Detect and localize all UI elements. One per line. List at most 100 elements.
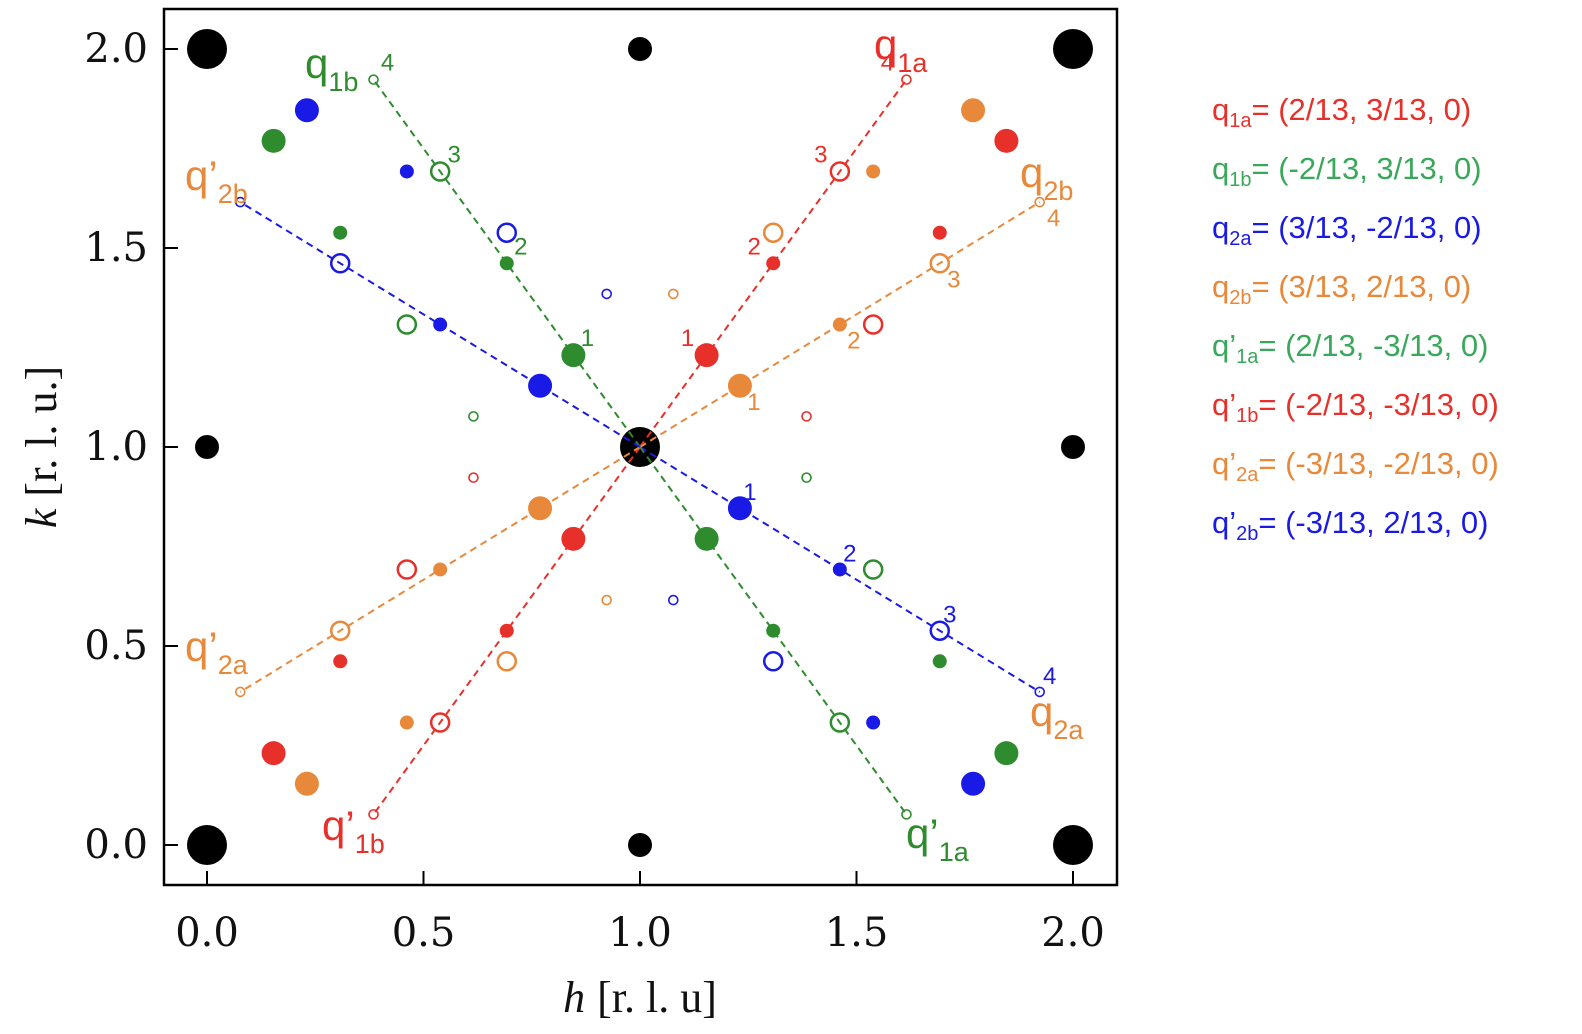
harmonic-number: 2: [514, 233, 527, 260]
bragg-peak: [187, 29, 227, 69]
legend-vector-value: = (-3/13, -2/13, 0): [1258, 446, 1499, 481]
bragg-peak: [1061, 435, 1085, 459]
harmonic-number: 1: [747, 389, 760, 416]
legend-item: q1a= (2/13, 3/13, 0): [1212, 80, 1580, 139]
direction-line: [639, 446, 908, 815]
legend-item: q2b= (3/13, 2/13, 0): [1212, 257, 1580, 316]
harmonic-number: 4: [881, 50, 894, 77]
legend-vector-name: q’: [1212, 387, 1237, 422]
superlattice-peak-4th: [668, 288, 679, 300]
harmonic-number: 2: [748, 233, 761, 260]
x-tick-label: 2.0: [1041, 910, 1105, 956]
legend-vector-subscript: 1a: [1236, 346, 1259, 368]
superlattice-peak-1st: [994, 741, 1019, 766]
harmonic-number: 1: [681, 325, 694, 352]
superlattice-peak-1st: [528, 373, 553, 398]
vector-label: q’2b: [185, 152, 248, 209]
harmonic-number: 3: [814, 141, 827, 168]
superlattice-peak-4th: [468, 472, 479, 483]
superlattice-peak-4th: [235, 686, 246, 698]
harmonic-number: 1: [743, 479, 756, 506]
legend-vector-value: = (-3/13, 2/13, 0): [1258, 505, 1489, 540]
superlattice-peak-4th: [601, 288, 612, 300]
superlattice-peak-3rd: [429, 712, 451, 733]
superlattice-peak-2nd: [333, 225, 348, 240]
legend-vector-value: = (-2/13, 3/13, 0): [1251, 151, 1482, 186]
legend-item: q’2a= (-3/13, -2/13, 0): [1212, 434, 1580, 493]
superlattice-peak-2nd: [399, 715, 414, 730]
superlattice-peak-1st: [961, 98, 986, 123]
legend-item: q’2b= (-3/13, 2/13, 0): [1212, 493, 1580, 552]
bragg-peak: [187, 825, 227, 865]
superlattice-peak-1st: [261, 741, 286, 766]
legend-vector-name: q: [1212, 151, 1230, 186]
superlattice-peak-3rd: [496, 222, 518, 243]
legend-item: q’1b= (-2/13, -3/13, 0): [1212, 375, 1580, 434]
superlattice-peak-2nd: [866, 164, 881, 179]
superlattice-peak-2nd: [766, 623, 781, 638]
superlattice-peak-2nd: [932, 225, 947, 240]
superlattice-peak-2nd: [766, 256, 781, 271]
bragg-peak: [628, 833, 652, 857]
harmonic-number: 3: [447, 141, 460, 168]
y-tick-label: 1.5: [84, 225, 148, 271]
legend-vector-subscript: 1a: [1229, 110, 1252, 132]
superlattice-peak-4th: [668, 594, 679, 606]
bragg-peak: [195, 435, 219, 459]
superlattice-peak-3rd: [762, 651, 784, 672]
vector-label: q1a: [874, 21, 928, 78]
legend-vector-value: = (3/13, 2/13, 0): [1251, 269, 1472, 304]
harmonic-number: 3: [943, 602, 956, 629]
direction-line: [239, 446, 641, 693]
y-tick-label: 1.0: [84, 424, 148, 470]
superlattice-peak-3rd: [862, 314, 884, 335]
superlattice-peak-3rd: [929, 253, 951, 274]
vector-label: q’2a: [185, 623, 249, 680]
superlattice-peak-3rd: [329, 620, 351, 641]
y-tick-label: 0.5: [84, 623, 148, 669]
vector-label: q1b: [305, 40, 358, 97]
superlattice-peak-3rd: [496, 651, 518, 672]
harmonic-number: 2: [847, 328, 860, 355]
superlattice-peak-2nd: [866, 715, 881, 730]
legend-vector-subscript: 2a: [1236, 464, 1259, 486]
y-tick-label: 2.0: [84, 26, 148, 72]
legend-vector-value: = (2/13, -3/13, 0): [1258, 328, 1489, 363]
direction-line: [239, 201, 641, 448]
direction-line: [372, 446, 641, 815]
x-tick-label: 0.0: [175, 910, 239, 956]
harmonic-number: 1: [581, 325, 594, 352]
superlattice-peak-3rd: [829, 712, 851, 733]
legend-vector-name: q’: [1212, 446, 1237, 481]
superlattice-peak-1st: [727, 373, 752, 398]
bragg-peak: [628, 37, 652, 61]
legend-vector-subscript: 2a: [1229, 228, 1252, 250]
superlattice-peak-1st: [294, 771, 319, 796]
superlattice-peak-4th: [901, 809, 912, 820]
legend-vector-subscript: 1b: [1236, 405, 1259, 427]
vector-label: q’1a: [906, 810, 970, 867]
superlattice-peak-1st: [261, 128, 286, 153]
superlattice-peak-4th: [801, 472, 812, 483]
vector-label: q2a: [1030, 688, 1084, 745]
legend-vector-value: = (2/13, 3/13, 0): [1251, 92, 1472, 127]
harmonic-number: 4: [1047, 205, 1060, 232]
superlattice-peak-2nd: [399, 164, 414, 179]
legend-vector-name: q: [1212, 92, 1230, 127]
superlattice-peak-4th: [235, 196, 246, 208]
superlattice-peak-4th: [468, 411, 479, 422]
legend-item: q’1a= (2/13, -3/13, 0): [1212, 316, 1580, 375]
bragg-peak: [1053, 825, 1093, 865]
superlattice-peak-4th: [601, 594, 612, 606]
x-tick-label: 1.5: [825, 910, 889, 956]
direction-line: [372, 79, 641, 448]
superlattice-peak-4th: [368, 74, 379, 85]
legend-vector-subscript: 2b: [1236, 523, 1259, 545]
superlattice-peak-4th: [901, 74, 912, 85]
direction-line: [639, 446, 1041, 693]
legend-vector-subscript: 2b: [1229, 287, 1252, 309]
legend-vector-subscript: 1b: [1229, 169, 1252, 191]
superlattice-peak-3rd: [396, 559, 418, 580]
harmonic-number: 4: [381, 50, 394, 77]
